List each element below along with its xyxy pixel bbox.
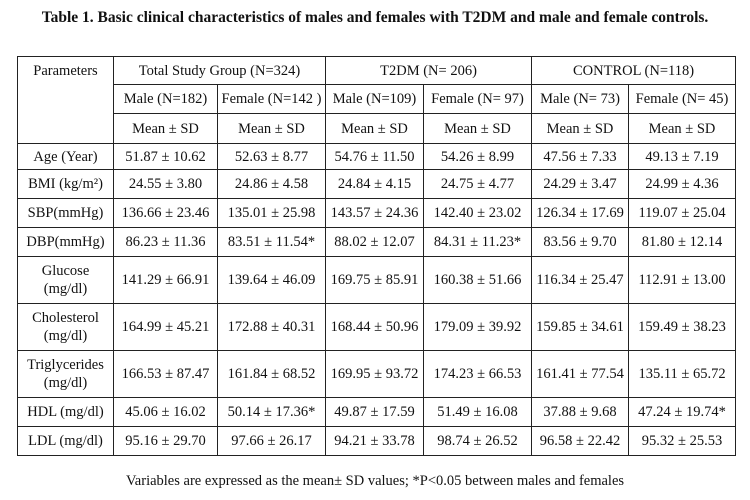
value-cell: 47.24 ± 19.74* [628, 397, 737, 427]
value-cell: 51.87 ± 10.62 [113, 143, 218, 170]
value-cell: 164.99 ± 45.21 [113, 303, 218, 351]
value-cell: 172.88 ± 40.31 [216, 303, 327, 351]
value-cell: 159.49 ± 38.23 [628, 303, 737, 351]
value-cell: 135.11 ± 65.72 [628, 350, 737, 398]
value-cell: 142.40 ± 23.02 [423, 198, 533, 228]
value-cell: 24.29 ± 3.47 [531, 169, 630, 199]
table-row: Triglycerides (mg/dl) 166.53 ± 87.47 161… [17, 350, 737, 398]
subgroup-header: Male (N= 73) [531, 84, 630, 114]
row-parameter: Age (Year) [17, 143, 114, 170]
value-cell: 52.63 ± 8.77 [216, 143, 327, 170]
stat-header: Mean ± SD [628, 113, 737, 144]
value-cell: 159.85 ± 34.61 [531, 303, 630, 351]
value-cell: 54.76 ± 11.50 [325, 143, 425, 170]
subgroup-header: Female (N=142 ) [216, 84, 327, 114]
stat-header: Mean ± SD [113, 113, 218, 144]
value-cell: 168.44 ± 50.96 [325, 303, 425, 351]
row-parameter: SBP(mmHg) [17, 198, 114, 228]
table-row: BMI (kg/m²) 24.55 ± 3.80 24.86 ± 4.58 24… [17, 169, 737, 199]
value-cell: 54.26 ± 8.99 [423, 143, 533, 170]
value-cell: 174.23 ± 66.53 [423, 350, 533, 398]
table-row: DBP(mmHg) 86.23 ± 11.36 83.51 ± 11.54* 8… [17, 227, 737, 257]
table-caption: Table 1. Basic clinical characteristics … [41, 9, 709, 26]
value-cell: 51.49 ± 16.08 [423, 397, 533, 427]
clinical-characteristics-table: Parameters Total Study Group (N=324) T2D… [17, 56, 737, 456]
value-cell: 135.01 ± 25.98 [216, 198, 327, 228]
table-row: Cholesterol (mg/dl) 164.99 ± 45.21 172.8… [17, 303, 737, 351]
stat-header: Mean ± SD [216, 113, 327, 144]
value-cell: 169.75 ± 85.91 [325, 256, 425, 304]
value-cell: 112.91 ± 13.00 [628, 256, 737, 304]
value-cell: 179.09 ± 39.92 [423, 303, 533, 351]
row-parameter: BMI (kg/m²) [17, 169, 114, 199]
value-cell: 169.95 ± 93.72 [325, 350, 425, 398]
value-cell: 88.02 ± 12.07 [325, 227, 425, 257]
row-parameter: Glucose (mg/dl) [17, 256, 114, 304]
subgroup-header: Female (N= 97) [423, 84, 533, 114]
value-cell: 45.06 ± 16.02 [113, 397, 218, 427]
value-cell: 139.64 ± 46.09 [216, 256, 327, 304]
group-header-row: Parameters Total Study Group (N=324) T2D… [17, 56, 737, 144]
value-cell: 116.34 ± 25.47 [531, 256, 630, 304]
table-row: HDL (mg/dl) 45.06 ± 16.02 50.14 ± 17.36*… [17, 397, 737, 427]
stat-header: Mean ± SD [423, 113, 533, 144]
value-cell: 24.75 ± 4.77 [423, 169, 533, 199]
value-cell: 47.56 ± 7.33 [531, 143, 630, 170]
value-cell: 166.53 ± 87.47 [113, 350, 218, 398]
stat-header-row: Mean ± SD Mean ± SD Mean ± SD Mean ± SD … [18, 113, 737, 144]
table-row: LDL (mg/dl) 95.16 ± 29.70 97.66 ± 26.17 … [17, 426, 737, 456]
value-cell: 95.32 ± 25.53 [628, 426, 737, 456]
value-cell: 95.16 ± 29.70 [113, 426, 218, 456]
subgroup-header-row: Male (N=182) Female (N=142 ) Male (N=109… [18, 84, 737, 114]
value-cell: 161.84 ± 68.52 [216, 350, 327, 398]
value-cell: 126.34 ± 17.69 [531, 198, 630, 228]
value-cell: 94.21 ± 33.78 [325, 426, 425, 456]
group-header-control: CONTROL (N=118) [531, 56, 737, 85]
value-cell: 49.13 ± 7.19 [628, 143, 737, 170]
value-cell: 24.84 ± 4.15 [325, 169, 425, 199]
value-cell: 24.55 ± 3.80 [113, 169, 218, 199]
value-cell: 141.29 ± 66.91 [113, 256, 218, 304]
group-header-t2dm: T2DM (N= 206) [325, 56, 533, 85]
stat-header: Mean ± SD [531, 113, 630, 144]
value-cell: 84.31 ± 11.23* [423, 227, 533, 257]
subgroup-header: Female (N= 45) [628, 84, 737, 114]
value-cell: 160.38 ± 51.66 [423, 256, 533, 304]
value-cell: 98.74 ± 26.52 [423, 426, 533, 456]
value-cell: 37.88 ± 9.68 [531, 397, 630, 427]
value-cell: 97.66 ± 26.17 [216, 426, 327, 456]
table-row: SBP(mmHg) 136.66 ± 23.46 135.01 ± 25.98 … [17, 198, 737, 228]
value-cell: 86.23 ± 11.36 [113, 227, 218, 257]
value-cell: 49.87 ± 17.59 [325, 397, 425, 427]
table-row: Age (Year) 51.87 ± 10.62 52.63 ± 8.77 54… [17, 143, 737, 170]
row-parameter: Triglycerides (mg/dl) [17, 350, 114, 398]
row-parameter: HDL (mg/dl) [17, 397, 114, 427]
table-row: Glucose (mg/dl) 141.29 ± 66.91 139.64 ± … [17, 256, 737, 304]
row-parameter: DBP(mmHg) [17, 227, 114, 257]
value-cell: 83.51 ± 11.54* [216, 227, 327, 257]
value-cell: 136.66 ± 23.46 [113, 198, 218, 228]
group-header-total: Total Study Group (N=324) [112, 56, 327, 85]
value-cell: 96.58 ± 22.42 [531, 426, 630, 456]
subgroup-header: Male (N=182) [113, 84, 218, 114]
value-cell: 119.07 ± 25.04 [628, 198, 737, 228]
table-footnote: Variables are expressed as the mean± SD … [125, 473, 625, 489]
value-cell: 24.99 ± 4.36 [628, 169, 737, 199]
value-cell: 81.80 ± 12.14 [628, 227, 737, 257]
row-parameter: LDL (mg/dl) [17, 426, 114, 456]
value-cell: 50.14 ± 17.36* [216, 397, 327, 427]
value-cell: 143.57 ± 24.36 [325, 198, 425, 228]
value-cell: 24.86 ± 4.58 [216, 169, 327, 199]
parameters-header: Parameters [17, 56, 114, 144]
row-parameter: Cholesterol (mg/dl) [17, 303, 114, 351]
subgroup-header: Male (N=109) [325, 84, 425, 114]
value-cell: 83.56 ± 9.70 [531, 227, 630, 257]
stat-header: Mean ± SD [325, 113, 425, 144]
value-cell: 161.41 ± 77.54 [531, 350, 630, 398]
